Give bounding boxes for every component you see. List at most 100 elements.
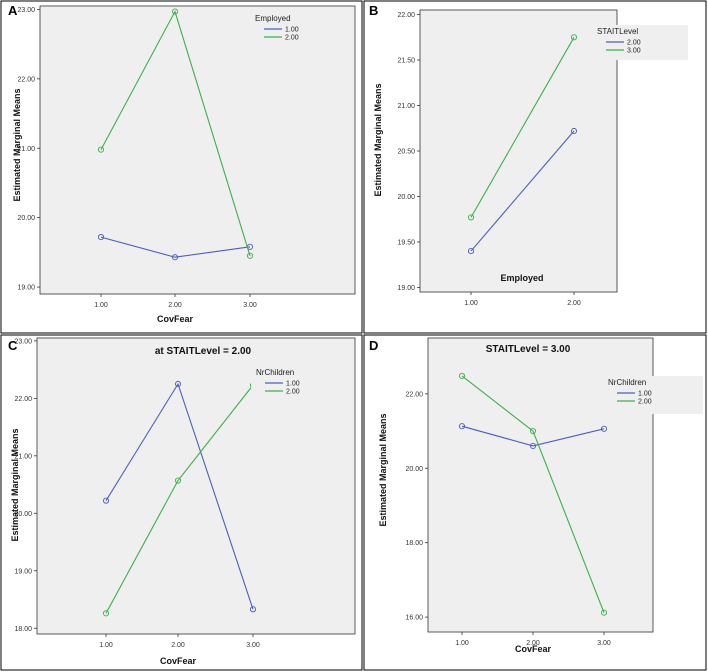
- panel-c-series-1-point: [174, 380, 182, 388]
- panel-d-letter: D: [369, 338, 378, 353]
- panel-b-ytick-label: 20.50: [397, 149, 415, 156]
- panel-a-plot-area: [39, 5, 356, 295]
- panel-c-xtick-label: 2.00: [171, 642, 185, 649]
- panel-d-ytick-label: 18.00: [405, 540, 423, 547]
- panel-c-series-1-point: [249, 606, 257, 613]
- panel-d-xtick-label: 1.00: [455, 640, 469, 647]
- panel-c-series-2-point: [102, 610, 110, 617]
- panel-b-series-2-point: [570, 34, 578, 41]
- panel-a-xtick-label: 3.00: [243, 302, 257, 309]
- panel-d-legend: NrChildren 1.002.00: [603, 376, 703, 414]
- panel-b-ytick-label: 19.00: [397, 285, 415, 292]
- panel-b-plot-area: [419, 9, 618, 293]
- panel-b-ytick-label: 21.50: [397, 58, 415, 65]
- panel-d-legend-title: NrChildren: [608, 378, 646, 387]
- panel-a-series-2-point: [171, 8, 179, 15]
- panel-a-ytick-label: 21.00: [17, 146, 35, 153]
- panel-a-legend-label: 1.00: [285, 27, 299, 34]
- panel-d-series-1-point: [529, 442, 537, 449]
- panel-c-xtick-label: 3.00: [246, 642, 260, 649]
- panel-c-ytick-label: 18.00: [14, 626, 32, 633]
- panel-a-series-2-point: [97, 146, 105, 153]
- panel-a-letter: A: [8, 3, 18, 18]
- panel-a-series-1-point: [97, 234, 105, 241]
- panel-c-letter: C: [8, 338, 18, 353]
- panel-d-series-2-point: [458, 372, 466, 380]
- panel-a-ytick-label: 22.00: [17, 76, 35, 83]
- panel-a-series-2-line: [100, 10, 251, 256]
- panel-c-subtitle: at STAITLevel = 2.00: [155, 346, 252, 357]
- panel-b-x-axis-title: Employed: [500, 273, 543, 283]
- panel-a-legend-label: 2.00: [285, 35, 299, 42]
- panel-b-legend-label: 3.00: [627, 48, 641, 55]
- panel-d-xtick-label: 3.00: [597, 640, 611, 647]
- panel-d-subtitle: STAITLevel = 3.00: [486, 344, 571, 355]
- panel-c-ytick-label: 22.00: [14, 396, 32, 403]
- panel-b-series-1-point: [467, 248, 475, 255]
- panel-a-ytick-label: 19.00: [17, 285, 35, 292]
- panel-a-series-2-point: [246, 252, 254, 259]
- panel-d-series-2-point: [529, 427, 537, 435]
- panel-d-series-1-line: [461, 425, 605, 447]
- panel-c-series-1-line: [105, 382, 254, 610]
- panel-c-ytick-label: 20.00: [14, 511, 32, 518]
- panel-c-legend-label: 2.00: [286, 389, 300, 396]
- panel-b: B 19.00 19.50 20.00 20.50 21.00 21.50 22.00 1.00…: [363, 0, 707, 334]
- panel-b-ytick-label: 20.00: [397, 194, 415, 201]
- panel-c-series-2-point: [174, 477, 182, 484]
- panel-c-ytick-label: 23.00: [14, 338, 32, 345]
- panel-c-x-axis-title: CovFear: [160, 656, 197, 666]
- panel-d-series-1-point: [458, 423, 466, 430]
- panel-d-xtick-label: 2.00: [526, 640, 540, 647]
- panel-a-legend: Employed 1.002.00: [250, 12, 352, 47]
- panel-b-legend: STAITLevel 2.003.00: [592, 25, 688, 60]
- panel-d-x-axis-title: CovFear: [515, 644, 552, 654]
- panel-a-xtick-label: 1.00: [94, 302, 108, 309]
- panel-b-letter: B: [369, 3, 378, 18]
- panel-b-series-2-line: [470, 37, 575, 218]
- panel-b-ytick-label: 19.50: [397, 239, 415, 246]
- panel-b-ytick-label: 21.00: [397, 103, 415, 110]
- panel-c-series-2-line: [105, 384, 254, 614]
- panel-c-legend-title: NrChildren: [256, 368, 294, 377]
- panel-c-legend: NrChildren 1.002.00: [251, 366, 353, 403]
- panel-c-ytick-label: 21.00: [14, 453, 32, 460]
- panel-b-xtick-label: 1.00: [464, 300, 478, 307]
- panel-a-ytick-label: 20.00: [17, 215, 35, 222]
- panel-c-ytick-label: 19.00: [14, 568, 32, 575]
- panel-b-legend-title: STAITLevel: [597, 27, 638, 36]
- panel-b-series-1-point: [570, 127, 578, 135]
- panel-b-y-axis-title: Estimated Marginal Means: [373, 83, 383, 196]
- panel-b-series-1-line: [470, 130, 575, 252]
- panel-a-ytick-label: 23.00: [17, 7, 35, 14]
- panel-b-series-2-point: [467, 214, 475, 221]
- panel-d-legend-label: 1.00: [638, 391, 652, 398]
- panel-d-ytick-label: 20.00: [405, 466, 423, 473]
- panel-c-y-axis-title: Estimated Marginal Means: [10, 428, 20, 541]
- panel-a-series-1-line: [100, 236, 251, 258]
- panel-a-y-axis-title: Estimated Marginal Means: [12, 88, 22, 201]
- panel-d-y-axis-title: Estimated Marginal Means: [378, 413, 388, 526]
- panel-d-series-2-point: [600, 609, 608, 616]
- panel-c-xtick-label: 1.00: [99, 642, 113, 649]
- panel-d-legend-label: 2.00: [638, 399, 652, 406]
- panel-d-legend-box: [603, 376, 703, 414]
- panel-c-legend-box: [251, 366, 353, 403]
- panel-a-xtick-label: 2.00: [168, 302, 182, 309]
- panel-d-series-2-line: [461, 375, 605, 613]
- panel-d-series-1-point: [600, 425, 608, 432]
- panel-d-ytick-label: 16.00: [405, 615, 423, 622]
- panel-a-series-1-point: [171, 254, 179, 261]
- panel-c-series-1-point: [102, 497, 110, 504]
- panel-c-legend-label: 1.00: [286, 381, 300, 388]
- panel-b-legend-label: 2.00: [627, 40, 641, 47]
- panel-a-legend-title: Employed: [255, 14, 291, 23]
- panel-d-ytick-label: 22.00: [405, 391, 423, 398]
- panel-b-ytick-label: 22.00: [397, 12, 415, 19]
- panel-b-xtick-label: 2.00: [567, 300, 581, 307]
- panel-a-x-axis-title: CovFear: [157, 314, 194, 324]
